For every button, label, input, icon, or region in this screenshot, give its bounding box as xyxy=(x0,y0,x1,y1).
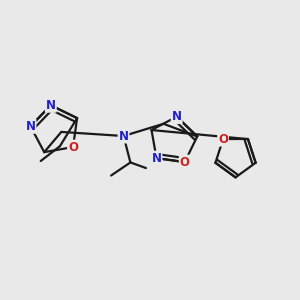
Text: O: O xyxy=(180,156,190,169)
Text: O: O xyxy=(68,141,78,154)
Text: N: N xyxy=(26,120,35,133)
Text: N: N xyxy=(118,130,129,142)
Text: O: O xyxy=(218,133,228,146)
Text: N: N xyxy=(46,99,56,112)
Text: N: N xyxy=(172,110,182,123)
Text: N: N xyxy=(152,152,161,165)
